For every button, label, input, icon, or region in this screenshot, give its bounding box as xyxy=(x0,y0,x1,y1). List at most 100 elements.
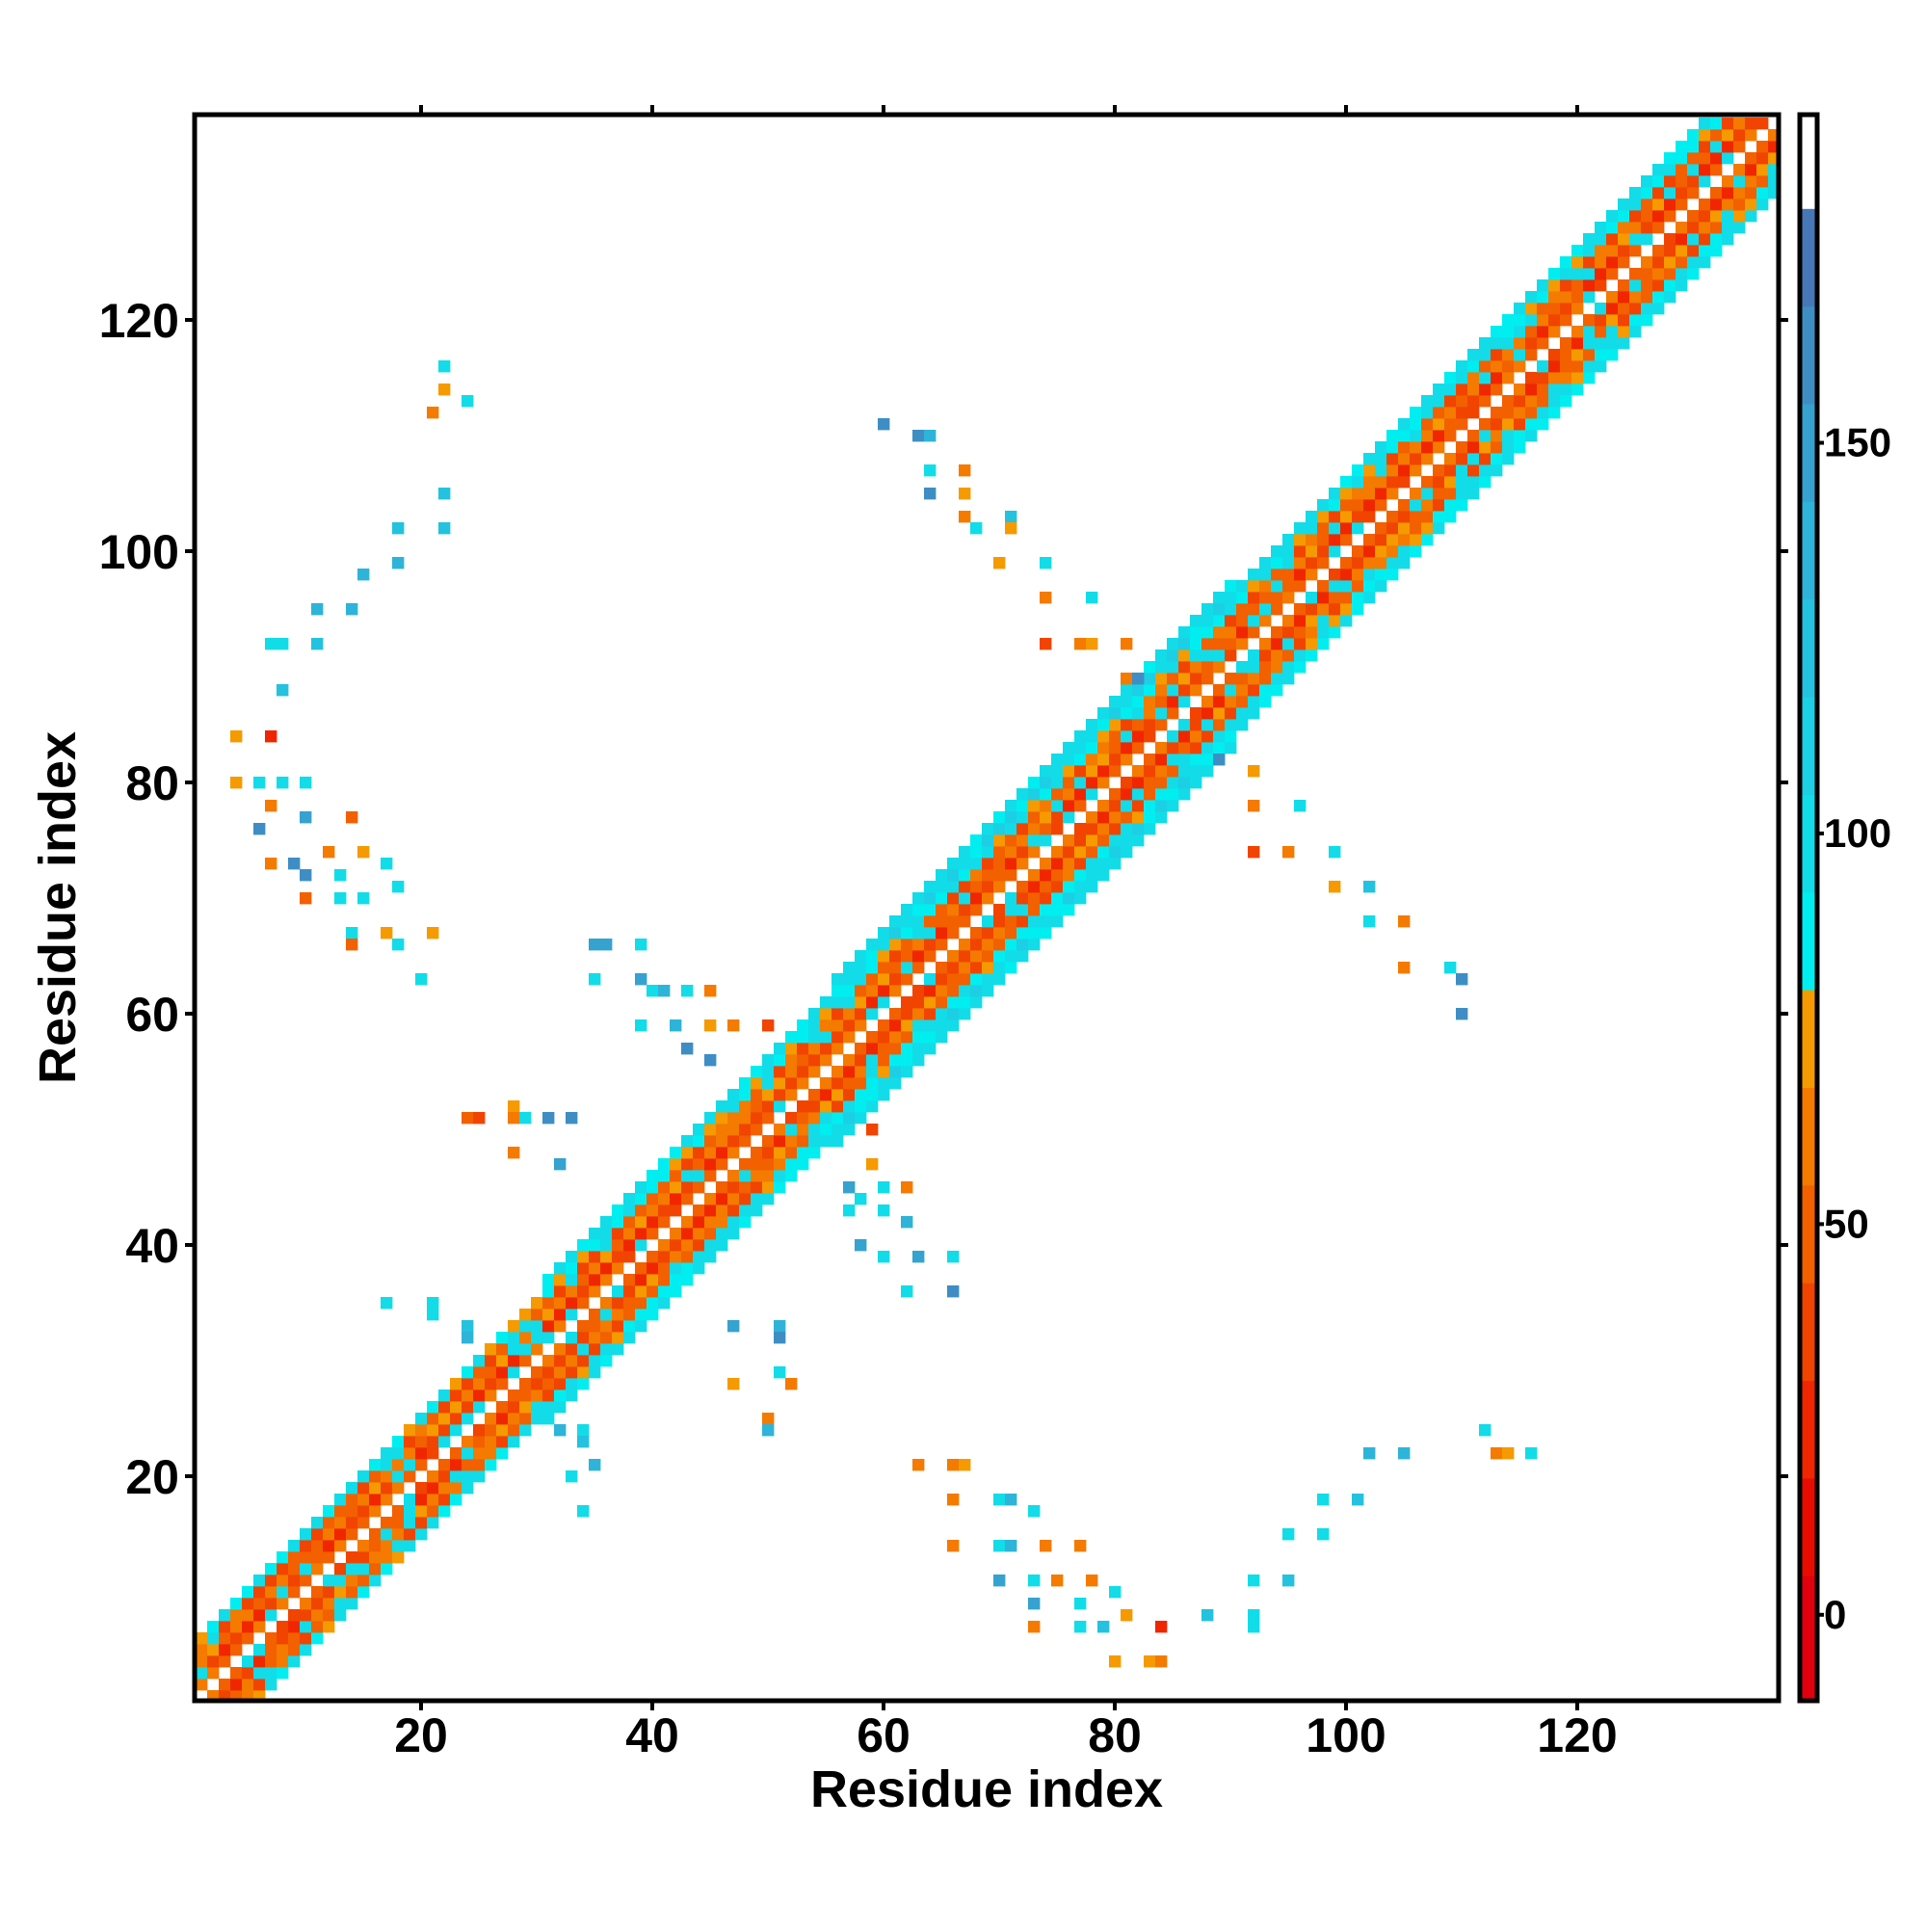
heatmap-cell xyxy=(323,1586,335,1599)
heatmap-cell xyxy=(242,1632,254,1645)
heatmap-cell xyxy=(832,985,844,997)
heatmap-cell xyxy=(843,1112,856,1125)
heatmap-cell xyxy=(404,1517,416,1529)
heatmap-cell xyxy=(1074,869,1087,882)
heatmap-cell xyxy=(1583,360,1596,373)
heatmap-cell xyxy=(1537,291,1549,304)
heatmap-cell xyxy=(970,996,983,1009)
heatmap-cell xyxy=(785,1147,798,1159)
heatmap-cell xyxy=(704,1204,717,1217)
heatmap-cell xyxy=(1282,615,1295,627)
heatmap-cell xyxy=(647,1216,659,1229)
heatmap-cell xyxy=(369,1528,382,1541)
heatmap-cell xyxy=(1618,256,1630,269)
heatmap-cell xyxy=(1121,707,1133,720)
colorbar-level xyxy=(1802,891,1815,991)
heatmap-cell xyxy=(485,1366,497,1379)
heatmap-cell xyxy=(1190,754,1202,766)
heatmap-cell xyxy=(1028,927,1041,940)
heatmap-cell xyxy=(635,1262,647,1275)
heatmap-cell xyxy=(1467,407,1480,419)
heatmap-cell xyxy=(230,1621,243,1633)
heatmap-cell xyxy=(1352,580,1364,593)
heatmap-cell xyxy=(1155,811,1168,824)
heatmap-cell xyxy=(1329,511,1341,523)
heatmap-cell xyxy=(947,1459,960,1471)
heatmap-cell xyxy=(1213,707,1226,720)
heatmap-cell xyxy=(797,1066,809,1078)
heatmap-cell xyxy=(878,1077,890,1090)
heatmap-cell xyxy=(496,1378,509,1390)
heatmap-cell xyxy=(993,927,1006,940)
heatmap-cell xyxy=(878,1043,890,1055)
heatmap-cell xyxy=(959,962,971,974)
heatmap-cell xyxy=(438,384,451,396)
heatmap-cell xyxy=(1676,187,1688,199)
heatmap-cell xyxy=(566,1251,578,1263)
heatmap-cell xyxy=(1248,569,1260,581)
heatmap-cell xyxy=(1225,615,1237,627)
colorbar-tick-label: 0 xyxy=(1824,1592,1846,1637)
heatmap-cell xyxy=(1375,534,1387,546)
heatmap-cell xyxy=(1514,326,1526,338)
heatmap-cell xyxy=(832,1066,844,1078)
heatmap-cell xyxy=(1537,314,1549,327)
heatmap-cell xyxy=(1040,765,1052,778)
heatmap-cell xyxy=(855,1019,867,1032)
heatmap-cell xyxy=(1386,430,1399,442)
heatmap-cell xyxy=(1155,788,1168,801)
heatmap-cell xyxy=(1294,615,1307,627)
heatmap-cell xyxy=(1109,858,1122,870)
heatmap-cell xyxy=(1155,777,1168,789)
heatmap-cell xyxy=(1248,603,1260,616)
heatmap-cell xyxy=(554,1366,567,1379)
heatmap-cell xyxy=(1236,684,1249,697)
heatmap-cell xyxy=(1005,892,1017,905)
heatmap-cell xyxy=(623,1332,636,1344)
heatmap-cell xyxy=(1259,557,1272,569)
heatmap-cell xyxy=(1306,638,1318,650)
heatmap-cell xyxy=(716,1216,728,1229)
heatmap-cell xyxy=(866,1008,879,1020)
heatmap-cell xyxy=(959,846,971,859)
x-tick-label: 60 xyxy=(857,1708,911,1762)
heatmap-cell xyxy=(1745,164,1757,176)
heatmap-cell xyxy=(774,1320,786,1333)
heatmap-cell xyxy=(1687,256,1700,269)
heatmap-cell xyxy=(462,1459,474,1471)
heatmap-cell xyxy=(1074,1598,1087,1610)
heatmap-cell xyxy=(1097,800,1110,812)
heatmap-cell xyxy=(1225,638,1237,650)
heatmap-cell xyxy=(1282,1528,1295,1541)
heatmap-cell xyxy=(1097,823,1110,835)
heatmap-cell xyxy=(901,962,913,974)
heatmap-cell xyxy=(647,1228,659,1240)
heatmap-cell xyxy=(820,1135,832,1148)
heatmap-cell xyxy=(1178,661,1191,674)
heatmap-cell xyxy=(1121,800,1133,812)
heatmap-cell xyxy=(924,1043,937,1055)
heatmap-cell xyxy=(1306,603,1318,616)
heatmap-cell xyxy=(1121,1609,1133,1622)
heatmap-cell xyxy=(1745,152,1757,165)
heatmap-cell xyxy=(1699,256,1711,269)
heatmap-cell xyxy=(1063,858,1075,870)
heatmap-cell xyxy=(1040,1540,1052,1552)
heatmap-cell xyxy=(936,1031,948,1044)
heatmap-cell xyxy=(277,1598,289,1610)
heatmap-cell xyxy=(1178,696,1191,708)
heatmap-cell xyxy=(369,1575,382,1587)
heatmap-cell xyxy=(1710,118,1723,130)
heatmap-cell xyxy=(658,1262,671,1275)
heatmap-cell xyxy=(334,1528,347,1541)
heatmap-cell xyxy=(450,1424,462,1437)
heatmap-cell xyxy=(670,1204,682,1217)
heatmap-cell xyxy=(531,1332,543,1344)
y-tick-label: 20 xyxy=(125,1450,179,1504)
heatmap-cell xyxy=(1652,279,1665,292)
heatmap-cell xyxy=(1629,314,1642,327)
heatmap-cell xyxy=(1329,626,1341,639)
heatmap-cell xyxy=(450,1378,462,1390)
heatmap-cell xyxy=(1086,788,1098,801)
